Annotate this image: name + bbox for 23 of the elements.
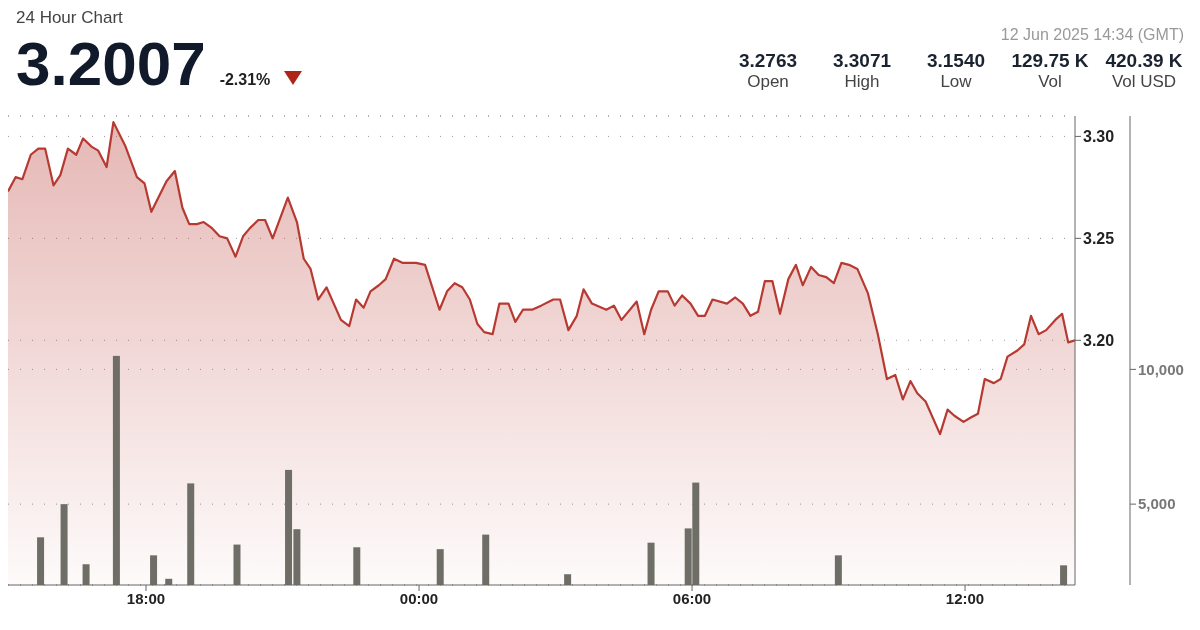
text: 3.2763 xyxy=(737,50,799,72)
text: Vol xyxy=(1037,72,1063,92)
y-tick-label: 3.20 xyxy=(1083,331,1115,349)
text: 420.39 K xyxy=(1104,50,1184,72)
text: -2.31% xyxy=(219,71,271,89)
text: High xyxy=(843,72,881,92)
text: 129.75 K xyxy=(1010,50,1090,72)
chart-title: 24 Hour Chart xyxy=(16,8,124,28)
y-tick-label: 3.25 xyxy=(1083,230,1115,248)
y2-tick-label: 10,000 xyxy=(1138,360,1184,378)
y2-tick-label: 5,000 xyxy=(1138,495,1176,513)
text: 3.3071 xyxy=(831,50,893,72)
x-tick-label: 12:00 xyxy=(945,589,985,607)
text: 12 Jun 2025 14:34 (GMT) xyxy=(999,26,1184,44)
y-tick-label: 3.30 xyxy=(1083,128,1115,146)
x-tick-label: 18:00 xyxy=(126,589,166,607)
text: 3.1540 xyxy=(925,50,987,72)
text: Open xyxy=(746,72,790,92)
x-tick-label: 00:00 xyxy=(399,589,439,607)
text: Vol USD xyxy=(1110,72,1178,92)
text: 3.2007 xyxy=(16,28,206,99)
x-tick-label: 06:00 xyxy=(672,589,712,607)
text: Low xyxy=(939,72,973,92)
